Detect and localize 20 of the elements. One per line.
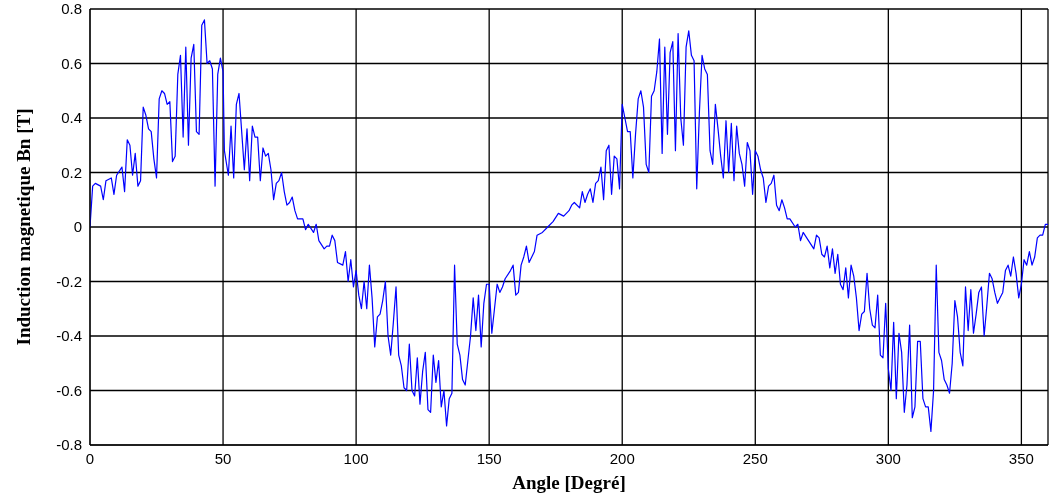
- y-tick-label: 0.2: [61, 163, 82, 181]
- y-tick-label: -0.6: [56, 381, 82, 399]
- y-tick-label: -0.8: [56, 436, 82, 454]
- y-tick-label: 0.8: [61, 0, 82, 18]
- y-tick-label: -0.4: [56, 327, 82, 345]
- y-tick-label: -0.2: [56, 272, 82, 290]
- y-tick-label: 0.4: [61, 109, 82, 127]
- x-tick-label: 150: [476, 449, 502, 467]
- y-tick-label: 0: [73, 218, 82, 236]
- y-axis-title: Induction magnetique Bn [T]: [12, 108, 34, 346]
- x-tick-label: 100: [343, 449, 369, 467]
- x-tick-label: 0: [85, 449, 95, 467]
- x-tick-label: 350: [1008, 449, 1034, 467]
- x-tick-label: 50: [214, 449, 232, 467]
- x-tick-label: 300: [875, 449, 901, 467]
- x-tick-label: 250: [742, 449, 768, 467]
- y-tick-label: 0.6: [61, 54, 82, 72]
- line-series: [90, 19, 1048, 432]
- x-axis-title: Angle [Degré]: [512, 472, 626, 493]
- x-tick-label: 200: [609, 449, 635, 467]
